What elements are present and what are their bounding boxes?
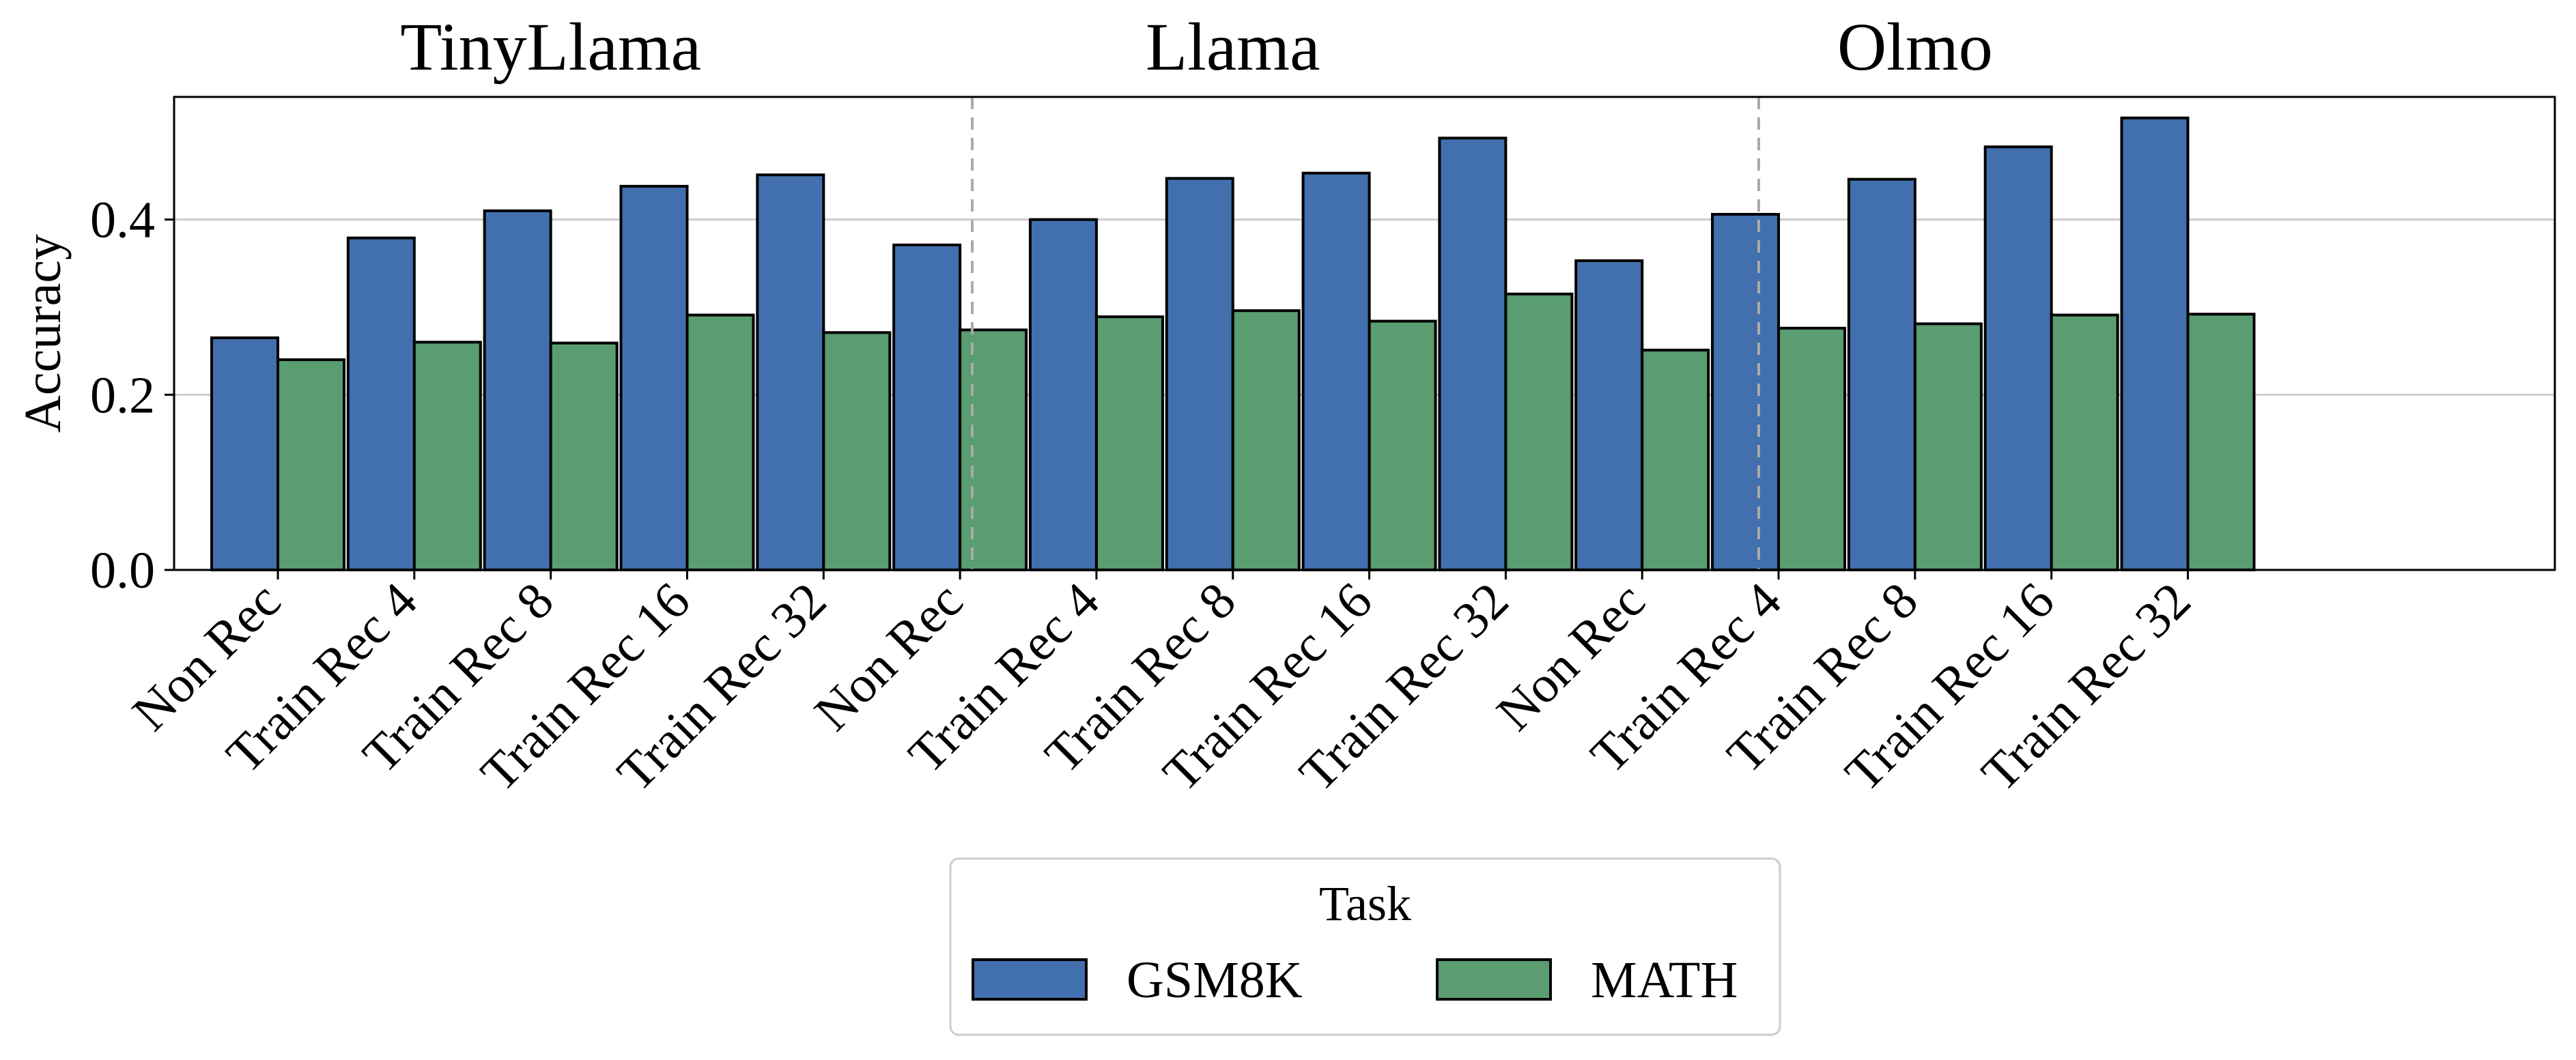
bar-math-olmo-3 — [2050, 313, 2119, 571]
y-tick-label: 0.0 — [90, 542, 155, 599]
bar-gsm8k-olmo-1 — [1711, 212, 1781, 571]
bar-math-tinyllama-1 — [412, 341, 482, 571]
y-axis-label: Accuracy — [14, 234, 72, 433]
bar-math-tinyllama-3 — [685, 313, 755, 571]
y-tick-label: 0.4 — [90, 192, 155, 249]
bar-math-llama-0 — [959, 328, 1028, 571]
panel-title-tinyllama: TinyLlama — [400, 9, 701, 85]
y-tick-label: 0.2 — [90, 367, 155, 424]
bar-math-olmo-4 — [2186, 313, 2256, 571]
bar-math-llama-3 — [1368, 319, 1437, 571]
bar-gsm8k-llama-3 — [1301, 171, 1371, 571]
bar-gsm8k-llama-1 — [1028, 218, 1098, 571]
bar-gsm8k-olmo-3 — [1983, 145, 2053, 571]
bar-gsm8k-tinyllama-3 — [619, 184, 689, 571]
bar-gsm8k-llama-4 — [1438, 137, 1508, 572]
bar-gsm8k-llama-2 — [1165, 177, 1234, 572]
panel-title-olmo: Olmo — [1837, 9, 1993, 85]
legend-title: Task — [1319, 876, 1411, 931]
bar-math-olmo-1 — [1777, 326, 1847, 571]
plot-frame — [173, 96, 2556, 571]
bar-gsm8k-tinyllama-1 — [346, 236, 416, 571]
bar-math-tinyllama-2 — [549, 341, 619, 571]
legend-label-math: MATH — [1591, 951, 1738, 1009]
bar-gsm8k-llama-0 — [892, 243, 962, 571]
bar-math-llama-4 — [1504, 292, 1574, 571]
bar-math-tinyllama-4 — [822, 331, 892, 571]
bar-gsm8k-olmo-2 — [1847, 177, 1916, 571]
panel-title-llama: Llama — [1146, 9, 1320, 85]
bar-gsm8k-tinyllama-4 — [756, 173, 825, 571]
legend-swatch-gsm8k — [972, 958, 1088, 1001]
bar-math-llama-2 — [1231, 309, 1301, 571]
bar-gsm8k-olmo-4 — [2120, 116, 2190, 572]
bar-gsm8k-olmo-0 — [1574, 259, 1644, 571]
legend-box — [949, 857, 1781, 1036]
bar-gsm8k-tinyllama-0 — [210, 336, 279, 571]
legend-label-gsm8k: GSM8K — [1127, 951, 1303, 1009]
bar-gsm8k-tinyllama-2 — [483, 209, 552, 572]
bar-math-olmo-2 — [1913, 322, 1983, 571]
legend-swatch-math — [1436, 958, 1552, 1001]
bar-math-llama-1 — [1094, 315, 1164, 571]
bar-math-tinyllama-0 — [277, 358, 345, 571]
bar-math-olmo-0 — [1641, 348, 1710, 572]
